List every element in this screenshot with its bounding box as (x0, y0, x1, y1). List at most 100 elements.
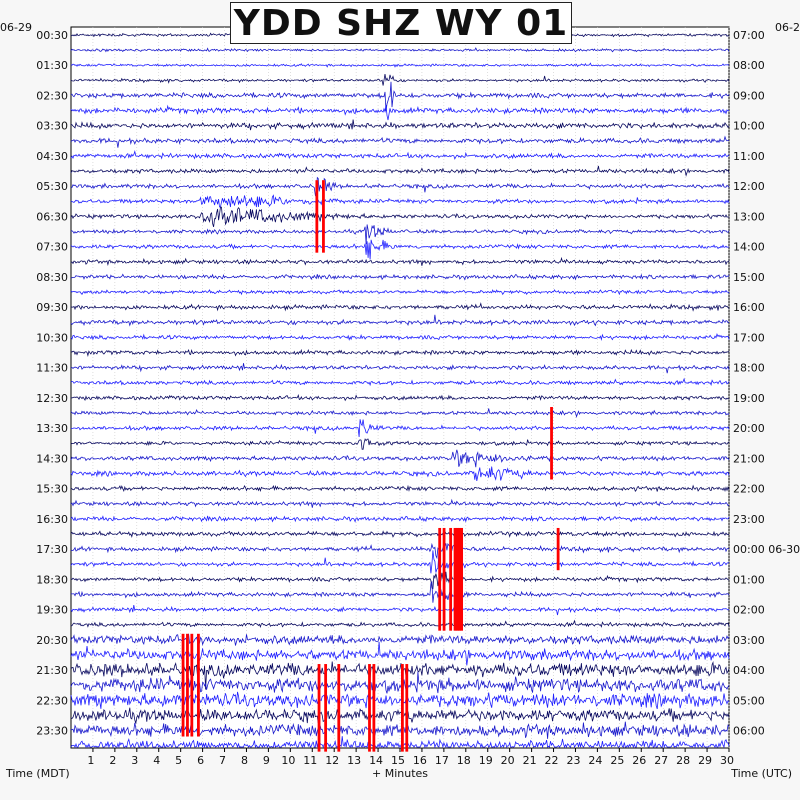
right-time-label: 04:00 (733, 664, 765, 677)
x-tick-label: 28 (676, 754, 690, 767)
x-axis-ticks: 1 2 3 4 5 6 7 8 9 10 11 12 13 14 15 16 17 18 19 20 21 22 23 24 2… (87, 748, 734, 767)
trace-row-17 (70, 289, 730, 296)
left-axis-label: Time (MDT) (5, 767, 70, 780)
trace-row-23 (70, 377, 730, 387)
trace-row-22 (70, 363, 730, 374)
left-time-label: 08:30 (36, 271, 68, 284)
trace-row-30 (70, 484, 730, 492)
trace-row-16 (70, 273, 730, 281)
trace-row-21 (70, 348, 730, 357)
right-time-label: 00:00 06-30 (733, 543, 800, 556)
left-date-label: 06-29 (0, 21, 32, 34)
trace-row-2 (70, 62, 730, 68)
trace-row-35 (70, 550, 730, 574)
trace-row-1 (70, 47, 730, 53)
right-time-label: 07:00 (733, 29, 765, 42)
left-time-label: 11:30 (36, 362, 68, 375)
chart-title: YDD SHZ WY 01 (230, 2, 572, 44)
x-tick-label: 10 (281, 754, 295, 767)
clip-mark-3-5 (458, 527, 461, 631)
right-time-label: 12:00 (733, 180, 765, 193)
trace-row-12 (70, 206, 730, 228)
x-tick-label: 27 (654, 754, 668, 767)
x-tick-label: 15 (391, 754, 405, 767)
trace-row-8 (70, 149, 730, 160)
trace-row-3 (70, 74, 730, 86)
left-time-label: 15:30 (36, 483, 68, 496)
right-time-label: 17:00 (733, 331, 765, 344)
x-tick-label: 11 (303, 754, 317, 767)
left-time-labels: 00:30 01:30 02:30 03:30 04:30 05:30 06:30 07:30… (36, 29, 68, 738)
clip-mark-5-2 (337, 664, 341, 752)
right-time-label: 13:00 (733, 210, 765, 223)
right-time-label: 21:00 (733, 452, 765, 465)
left-time-label: 23:30 (36, 725, 68, 738)
left-time-label: 12:30 (36, 392, 68, 405)
clip-mark-0-1 (322, 180, 325, 253)
right-time-label: 15:00 (733, 271, 765, 284)
clip-mark-5-0 (317, 664, 321, 752)
right-time-label: 19:00 (733, 392, 765, 405)
x-tick-label: 3 (131, 754, 138, 767)
trace-row-28 (70, 449, 730, 468)
left-time-label: 05:30 (36, 180, 68, 193)
left-time-label: 19:30 (36, 604, 68, 617)
x-tick-label: 7 (219, 754, 226, 767)
trace-row-6 (70, 119, 730, 131)
clip-mark-3-4 (455, 527, 459, 631)
clip-mark-4-1 (186, 633, 189, 737)
x-tick-label: 8 (241, 754, 248, 767)
left-time-label: 20:30 (36, 634, 68, 647)
clip-mark-6-1 (372, 664, 376, 752)
trace-row-29 (70, 466, 730, 481)
clip-mark-3-6 (460, 527, 464, 631)
seismic-traces (70, 29, 730, 749)
x-tick-label: 23 (566, 754, 580, 767)
clip-mark-7-1 (405, 664, 409, 752)
right-time-label: 10:00 (733, 120, 765, 133)
x-tick-label: 9 (263, 754, 270, 767)
left-time-label: 07:30 (36, 241, 68, 254)
trace-row-10 (70, 176, 730, 197)
left-time-label: 04:30 (36, 150, 68, 163)
clip-mark-4-0 (181, 633, 185, 737)
x-tick-label: 4 (153, 754, 160, 767)
right-time-label: 02:00 (733, 604, 765, 617)
trace-row-47 (70, 736, 730, 749)
clip-mark-5-1 (324, 664, 328, 752)
x-tick-label: 19 (479, 754, 493, 767)
trace-row-31 (70, 498, 730, 508)
minute-gridlines (92, 27, 730, 748)
x-tick-label: 16 (413, 754, 427, 767)
trace-row-38 (70, 605, 730, 616)
x-tick-label: 1 (87, 754, 94, 767)
clip-mark-3-0 (438, 527, 442, 631)
left-time-label: 03:30 (36, 120, 68, 133)
trace-row-15 (70, 256, 730, 266)
clip-mark-7-0 (400, 664, 404, 752)
trace-row-27 (70, 438, 730, 450)
x-tick-label: 29 (698, 754, 712, 767)
trace-row-44 (70, 691, 730, 710)
left-time-label: 22:30 (36, 694, 68, 707)
right-time-labels: 07:00 08:00 09:00 10:00 11:00 12:00 13:00 14:00… (733, 29, 800, 738)
trace-row-11 (70, 194, 730, 208)
trace-row-43 (70, 671, 730, 694)
right-time-label: 03:00 (733, 634, 765, 647)
left-time-label: 10:30 (36, 331, 68, 344)
clip-mark-4-3 (197, 633, 200, 737)
x-tick-label: 25 (610, 754, 624, 767)
trace-row-41 (70, 641, 730, 666)
right-time-label: 05:00 (733, 694, 765, 707)
x-tick-label: 12 (325, 754, 339, 767)
trace-row-25 (70, 408, 730, 418)
left-time-label: 01:30 (36, 59, 68, 72)
left-time-label: 00:30 (36, 29, 68, 42)
trace-row-26 (70, 419, 730, 438)
clip-mark-6-0 (368, 664, 371, 752)
x-tick-label: 6 (197, 754, 204, 767)
trace-row-37 (70, 580, 730, 604)
left-time-label: 16:30 (36, 513, 68, 526)
right-time-label: 11:00 (733, 150, 765, 163)
clip-mark-3-3 (453, 527, 457, 631)
